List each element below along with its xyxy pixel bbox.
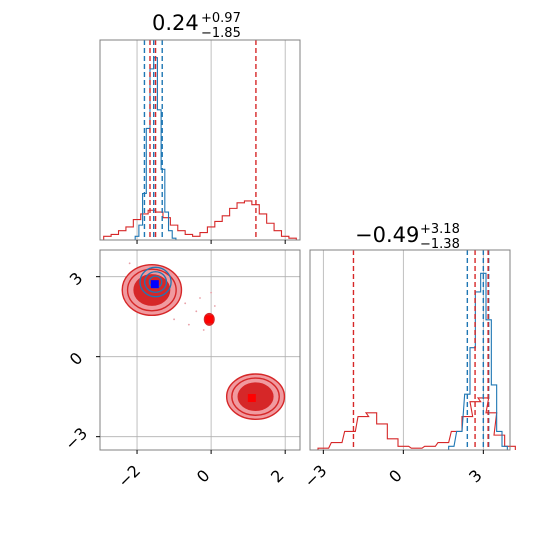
scatter-point-7 (210, 291, 213, 294)
joint-param1-param2-panel (96, 249, 301, 454)
marginal-param1-frame (99, 39, 301, 241)
title-param2-upper: +3.18 (420, 222, 460, 237)
title-param2-value: −0.49 (355, 223, 419, 247)
tick-label-x1-0: −2 (114, 461, 144, 491)
title-param1-value: 0.24 (152, 11, 199, 35)
scatter-point-0 (184, 302, 187, 305)
scatter-point-9 (202, 329, 205, 331)
scatter-point-8 (128, 262, 131, 265)
title-param1-upper: +0.97 (201, 11, 241, 26)
marginal-param2-panel (309, 249, 516, 454)
title-param1-lower: −1.85 (201, 26, 241, 41)
blue-histogram-param2 (448, 272, 508, 450)
tick-label-x1-1: 0 (193, 466, 214, 487)
scatter-point-4 (213, 305, 216, 307)
scatter-point-1 (195, 310, 198, 313)
tick-label-x2-1: 0 (385, 466, 406, 487)
red-histogram-param2 (317, 397, 516, 450)
title-param1: 0.24 (152, 11, 199, 35)
scatter-point-5 (173, 318, 175, 321)
blue-contour-0 (139, 266, 172, 298)
tick-label-y2-0: 3 (66, 268, 87, 289)
title-param2: −0.49 (355, 223, 419, 247)
tick-label-y2-2: −3 (61, 424, 91, 454)
tick-label-y2-1: 0 (66, 348, 87, 369)
tick-label-x2-2: 3 (465, 466, 486, 487)
blue-contour-1 (144, 271, 168, 293)
tick-label-x1-2: 2 (267, 466, 288, 487)
red-marker-2 (247, 394, 256, 402)
tick-label-x2-0: −3 (300, 461, 330, 491)
marginal-param2-frame (309, 249, 511, 451)
red-contour-inner-0 (133, 274, 171, 306)
red-marker-1 (205, 315, 214, 324)
title-param2-lower: −1.38 (420, 237, 460, 252)
red-histogram-param1 (103, 200, 297, 240)
joint-frame (99, 249, 301, 451)
scatter-point-6 (187, 323, 190, 326)
scatter-point-3 (199, 297, 201, 299)
marginal-param1-panel (99, 39, 301, 244)
blue-marker-0 (150, 280, 159, 289)
